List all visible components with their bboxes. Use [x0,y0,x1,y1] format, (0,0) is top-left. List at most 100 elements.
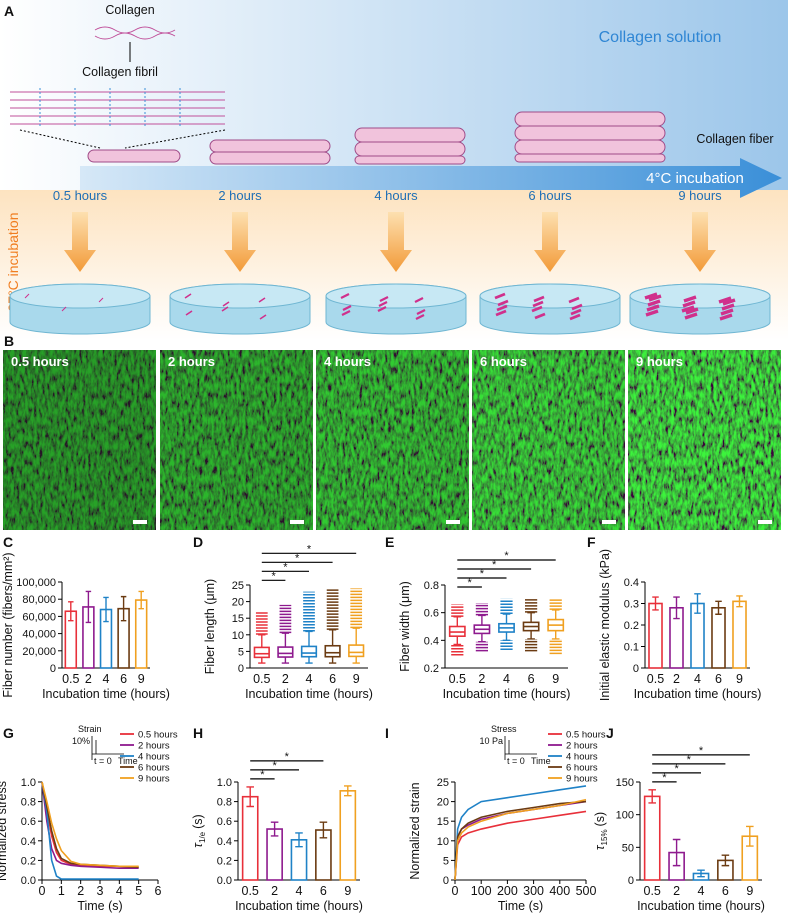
y-tick-label: 0.8 [217,797,232,809]
y-axis-label: Normalized strain [408,782,422,879]
y-tick-label: 0.6 [217,816,232,828]
fiber-in-gel [646,304,660,312]
error-bar [721,854,730,867]
inset-axis: Time [531,756,551,766]
fiber-in-gel [258,297,266,303]
y-tick-label: 0 [443,875,449,887]
y-tick-label: 25 [437,777,449,789]
fiber-in-gel [377,306,387,312]
fiber-in-gel [684,312,698,320]
x-axis-label: Time (s) [498,899,543,913]
panel-label: F [587,534,596,550]
y-tick-label: 0 [238,663,244,675]
fiber-in-gel [259,314,267,320]
dish-top [629,283,771,309]
line [41,781,139,869]
line [41,781,139,868]
significance-label: * [272,760,277,772]
x-tick-label: 2 [282,672,289,686]
line [41,781,139,880]
cold-arrow [80,158,782,198]
legend-label: 6 hours [138,763,170,774]
x-tick-label: 2 [673,884,680,898]
error-bar [694,593,701,614]
fiber-in-gel [721,303,735,311]
significance-label: * [504,550,509,562]
line [454,810,587,881]
x-tick-label: 4 [296,884,303,898]
scale-bar [290,520,304,524]
box [324,644,341,658]
chart: H 0.0 0.2 0.4 0.6 0.8 1.0 τ1/e (s) Incubation tim… [191,725,363,913]
bar [241,795,259,881]
fiber-in-gel [685,307,699,315]
y-tick-label: 15 [437,816,449,828]
x-tick-label: 9 [736,672,743,686]
error-bar [246,786,254,808]
significance-label: * [687,754,692,766]
bar [339,790,357,881]
inset-scale: 10% [72,736,90,746]
label-subscript: 1/e [198,831,207,843]
label-subscript: 15% [600,829,609,845]
x-tick-label: 4 [116,884,123,898]
fiber-in-gel [570,308,582,316]
x-tick-label: 2 [77,884,84,898]
fiber-in-gel [98,297,104,303]
x-tick-label: 9 [353,672,360,686]
inset-origin: t = 0 [507,756,525,766]
label-unit: (s) [191,814,205,829]
scale-bar [446,520,460,524]
x-tick-label: 6 [329,672,336,686]
y-tick-label: 0.2 [217,855,232,867]
fiber-in-gel [648,294,662,302]
fiber-in-gel [24,293,30,299]
x-axis-label: Incubation time (hours) [42,687,170,701]
fiber-in-gel [644,292,658,300]
legend-label: 2 hours [566,741,598,752]
significance-label: * [283,561,288,573]
panel-label: E [385,534,394,550]
x-tick-label: 0.5 [62,672,79,686]
dish-top [169,283,311,309]
y-tick-label: 20,000 [22,646,56,658]
x-tick-label: 4 [503,672,510,686]
scale-bar [758,520,772,524]
line [454,798,587,881]
y-axis-label: Fiber width (μm) [398,581,412,672]
x-axis-label: Incubation time (hours) [634,687,762,701]
micrograph-fibers [316,350,469,530]
significance-label: * [285,751,290,763]
fiber-in-gel [416,309,426,315]
y-tick-label: 10 [437,836,449,848]
fiber-label: Collagen fiber [696,132,773,146]
y-tick-label: 0.2 [624,620,639,632]
error-bar [746,825,754,847]
y-tick-label: 0.8 [424,580,439,592]
x-tick-label: 0 [452,884,459,898]
y-tick-label: 5 [238,646,244,658]
chart: D 0 5 10 15 20 25 Fiber length (μm) Incubation t… [193,534,373,701]
panel-a: A Collagen Collagen fibril Collagen fibe… [0,0,788,340]
fiber-in-gel [61,306,67,312]
y-tick-label: 0.4 [21,836,36,848]
fiber-in-gel [681,305,695,313]
y-tick-label: 10 [232,630,244,642]
fiber-in-gel [569,313,581,321]
y-axis-label: Fiber number (fibers/mm²) [1,552,15,697]
inset-axis: Time [118,756,138,766]
y-tick-label: 5 [443,855,449,867]
error-bar [715,600,722,615]
significance-label: * [467,577,472,589]
error-bar [85,590,92,624]
x-tick-label: 1 [58,884,65,898]
inset-scale: 10 Pa [479,736,503,746]
y-tick-label: 1.0 [21,777,36,789]
fiber-in-gel [722,298,736,306]
panel-label: G [3,725,14,741]
warm-label: 37°C incubation [5,213,21,312]
y-tick-label: 20 [232,597,244,609]
error-bar [138,590,144,610]
time-label: 9 hours [678,188,722,203]
